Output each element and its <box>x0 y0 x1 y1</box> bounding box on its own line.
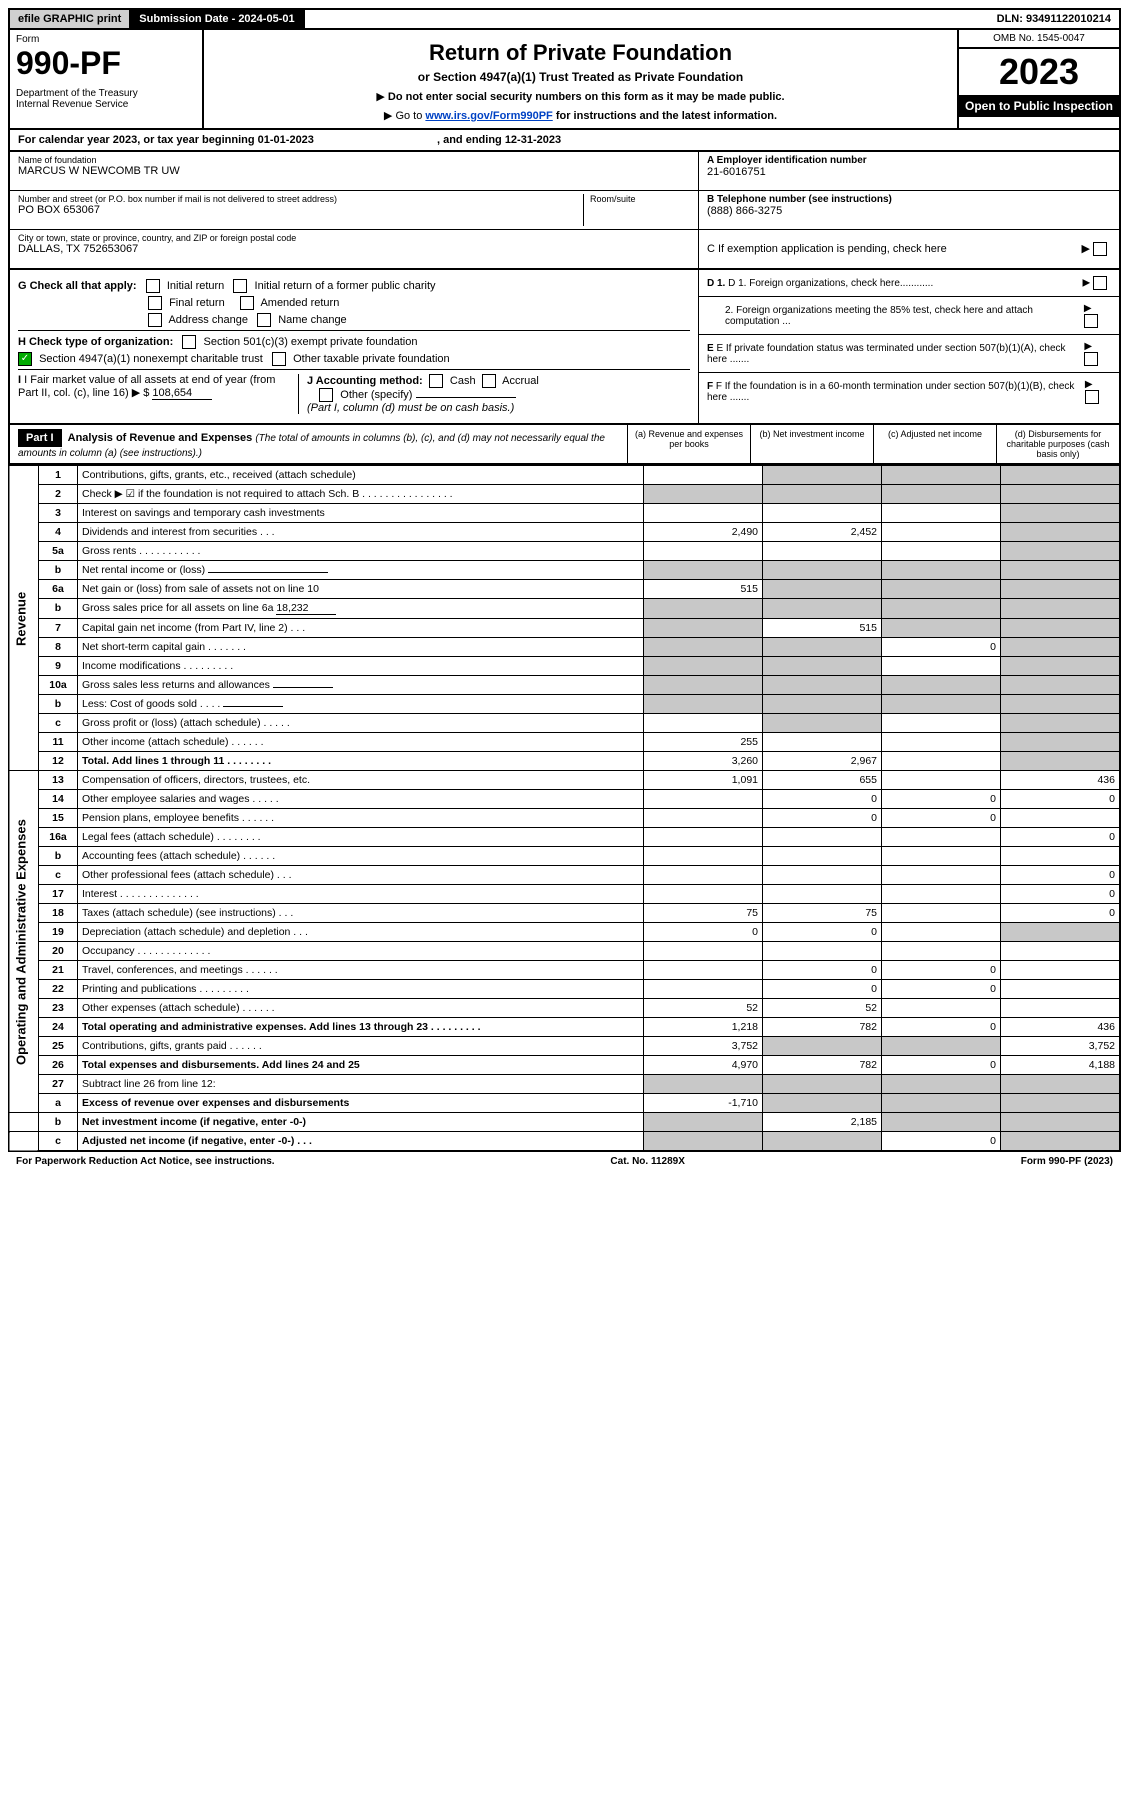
cb-d2[interactable] <box>1084 314 1098 328</box>
submission-date: Submission Date - 2024-05-01 <box>131 10 304 28</box>
form-title: Return of Private Foundation <box>210 40 951 66</box>
cb-address[interactable] <box>148 313 162 327</box>
cb-accrual[interactable] <box>482 374 496 388</box>
tel-label: B Telephone number (see instructions) <box>707 194 1111 205</box>
i-label: I Fair market value of all assets at end… <box>18 374 275 399</box>
cb-other-tax[interactable] <box>272 352 286 366</box>
form-header: Form 990-PF Department of the Treasury I… <box>8 30 1121 130</box>
room-label: Room/suite <box>590 194 690 204</box>
address: PO BOX 653067 <box>18 204 583 216</box>
part1-header-row: Part I Analysis of Revenue and Expenses … <box>8 425 1121 465</box>
telephone: (888) 866-3275 <box>707 205 1111 217</box>
part1-table: Revenue 1Contributions, gifts, grants, e… <box>8 465 1121 1152</box>
city-label: City or town, state or province, country… <box>18 233 690 243</box>
f-label: F F If the foundation is in a 60-month t… <box>707 381 1085 403</box>
open-public: Open to Public Inspection <box>959 95 1119 117</box>
calendar-year-row: For calendar year 2023, or tax year begi… <box>8 130 1121 152</box>
efile-print-btn[interactable]: efile GRAPHIC print <box>10 10 131 28</box>
footer-mid: Cat. No. 11289X <box>610 1156 684 1167</box>
cb-e[interactable] <box>1084 352 1098 366</box>
cb-initial[interactable] <box>146 279 160 293</box>
foundation-name: MARCUS W NEWCOMB TR UW <box>18 165 690 177</box>
d1-label: D 1. D 1. Foreign organizations, check h… <box>707 278 933 289</box>
d2-label: 2. Foreign organizations meeting the 85%… <box>707 305 1084 327</box>
cb-pending[interactable] <box>1093 242 1107 256</box>
check-section: G Check all that apply: Initial return I… <box>8 270 1121 425</box>
cb-f[interactable] <box>1085 390 1099 404</box>
dept-treasury: Department of the Treasury Internal Reve… <box>16 88 196 110</box>
cb-initial-public[interactable] <box>233 279 247 293</box>
cb-final[interactable] <box>148 296 162 310</box>
cb-name[interactable] <box>257 313 271 327</box>
form-number: 990-PF <box>16 45 196 82</box>
cb-4947[interactable]: ✓ <box>18 352 32 366</box>
cb-d1[interactable] <box>1093 276 1107 290</box>
footer-right: Form 990-PF (2023) <box>1021 1156 1113 1167</box>
fmv-value: 108,654 <box>152 387 212 400</box>
addr-label: Number and street (or P.O. box number if… <box>18 194 583 204</box>
dln: DLN: 93491122010214 <box>989 10 1119 28</box>
e-label: E E If private foundation status was ter… <box>707 343 1084 365</box>
ein: 21-6016751 <box>707 166 1111 178</box>
tax-year: 2023 <box>959 49 1119 95</box>
g-label: G Check all that apply: <box>18 280 137 292</box>
form-subtitle: or Section 4947(a)(1) Trust Treated as P… <box>210 70 951 84</box>
j-note: (Part I, column (d) must be on cash basi… <box>307 402 514 414</box>
ein-label: A Employer identification number <box>707 155 1111 166</box>
h-label: H Check type of organization: <box>18 336 173 348</box>
side-expenses: Operating and Administrative Expenses <box>9 771 39 1113</box>
cb-501c3[interactable] <box>182 335 196 349</box>
footer: For Paperwork Reduction Act Notice, see … <box>8 1152 1121 1171</box>
pending-label: C If exemption application is pending, c… <box>707 243 947 255</box>
form-label: Form <box>16 34 196 45</box>
col-b-head: (b) Net investment income <box>750 425 873 463</box>
city-state-zip: DALLAS, TX 752653067 <box>18 243 690 255</box>
footer-left: For Paperwork Reduction Act Notice, see … <box>16 1156 275 1167</box>
col-a-head: (a) Revenue and expenses per books <box>627 425 750 463</box>
omb-number: OMB No. 1545-0047 <box>959 30 1119 49</box>
cb-cash[interactable] <box>429 374 443 388</box>
identification-block: Name of foundation MARCUS W NEWCOMB TR U… <box>8 152 1121 270</box>
col-c-head: (c) Adjusted net income <box>873 425 996 463</box>
cb-amended[interactable] <box>240 296 254 310</box>
note-ssn: Do not enter social security numbers on … <box>388 91 785 103</box>
note-goto: Go to <box>395 110 422 122</box>
side-revenue: Revenue <box>9 466 39 771</box>
name-label: Name of foundation <box>18 155 690 165</box>
part1-title: Analysis of Revenue and Expenses <box>68 432 253 444</box>
note-instr: for instructions and the latest informat… <box>556 110 777 122</box>
col-d-head: (d) Disbursements for charitable purpose… <box>996 425 1119 463</box>
part1-label: Part I <box>18 429 62 447</box>
j-label: J Accounting method: <box>307 375 423 387</box>
link-irs[interactable]: www.irs.gov/Form990PF <box>425 110 552 122</box>
cb-other-acct[interactable] <box>319 388 333 402</box>
top-bar: efile GRAPHIC print Submission Date - 20… <box>8 8 1121 30</box>
